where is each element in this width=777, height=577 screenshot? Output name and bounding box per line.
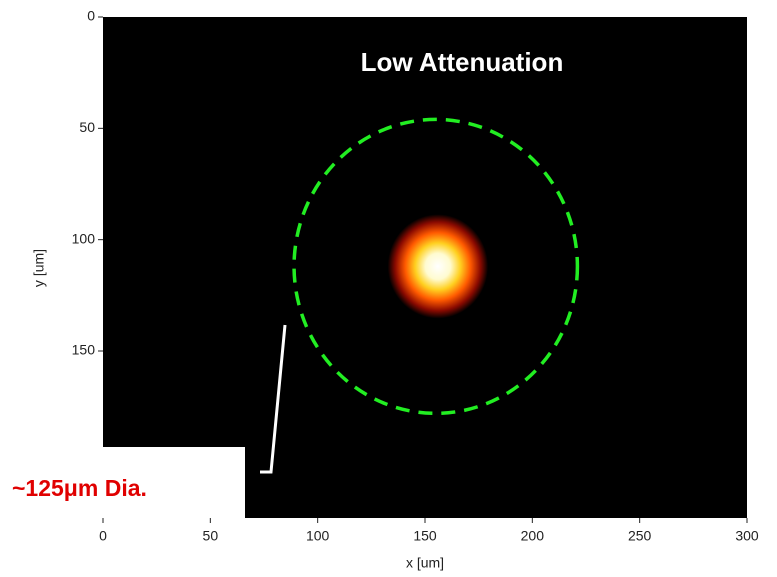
annotation: ~125μm Dia.	[12, 475, 147, 501]
x-tick-label: 100	[306, 528, 330, 544]
chart-title: Low Attenuation	[361, 47, 564, 77]
x-tick-label: 50	[203, 528, 219, 544]
y-tick-label: 150	[72, 342, 96, 358]
x-tick-label: 200	[521, 528, 545, 544]
y-tick-label: 100	[72, 230, 96, 246]
y-tick-label: 50	[79, 119, 95, 135]
page: Low Attenuation ~125μm Dia. x [um] y [um…	[0, 0, 777, 577]
x-tick-label: 250	[628, 528, 652, 544]
y-axis-label: y [um]	[31, 249, 47, 287]
y-tick-label: 0	[87, 8, 95, 24]
spot	[388, 214, 488, 318]
plot-layer	[103, 17, 747, 518]
x-tick-label: 0	[99, 528, 107, 544]
x-tick-label: 150	[413, 528, 437, 544]
x-axis-label: x [um]	[406, 555, 444, 571]
x-tick-label: 300	[735, 528, 759, 544]
chart: Low Attenuation ~125μm Dia. x [um] y [um…	[0, 0, 777, 577]
